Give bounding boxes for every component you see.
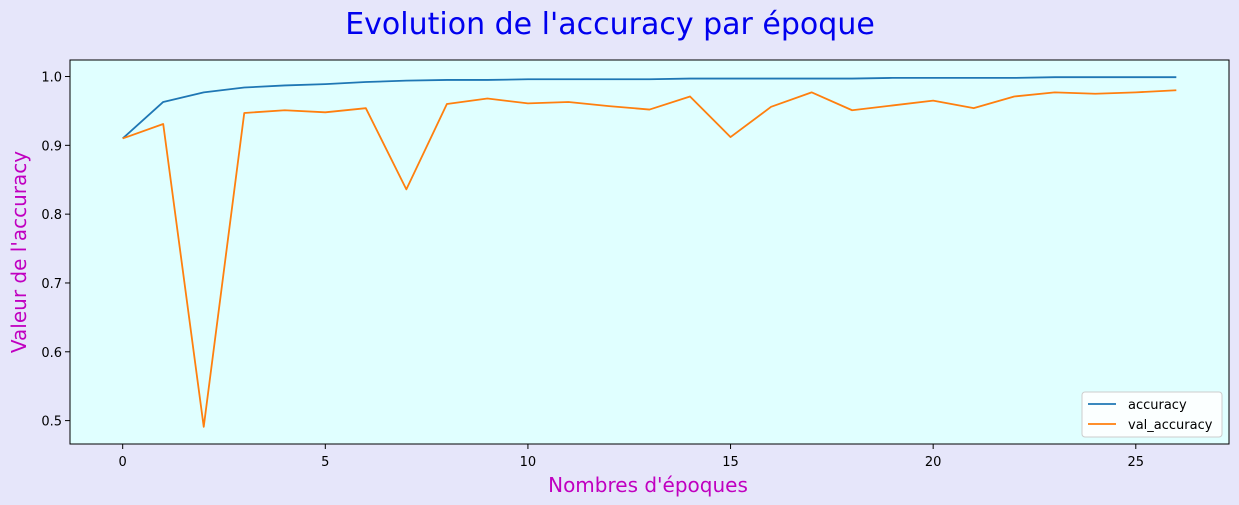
x-tick-label: 20 [925, 455, 942, 470]
chart-title: Evolution de l'accuracy par époque [345, 7, 875, 42]
y-tick-label: 1.0 [41, 71, 62, 86]
legend: accuracy val_accuracy [1081, 391, 1223, 438]
legend-box [1081, 391, 1223, 438]
x-tick-label: 5 [321, 455, 329, 470]
series-lines [122, 76, 1177, 428]
series-line-val-accuracy [122, 89, 1177, 428]
x-axis-label: Nombres d'époques [548, 473, 748, 497]
y-tick-label: 0.5 [41, 415, 62, 430]
x-tick-label: 15 [722, 455, 739, 470]
y-tick-label: 0.7 [41, 277, 62, 292]
x-tick-label: 0 [119, 455, 127, 470]
axis-ticks: 0 5 10 15 20 25 0.5 0.6 0.7 0.8 0.9 1.0 [41, 71, 1144, 470]
y-axis-label: Valeur de l'accuracy [7, 151, 31, 353]
y-tick-label: 0.6 [41, 346, 62, 361]
series-line-accuracy [122, 76, 1177, 140]
legend-entry: accuracy [1128, 398, 1187, 413]
x-tick-label: 25 [1128, 455, 1145, 470]
legend-entry: val_accuracy [1128, 418, 1213, 433]
y-tick-label: 0.9 [41, 139, 62, 154]
y-tick-label: 0.8 [41, 208, 62, 223]
x-tick-label: 10 [520, 455, 537, 470]
plot-area [69, 59, 1230, 445]
